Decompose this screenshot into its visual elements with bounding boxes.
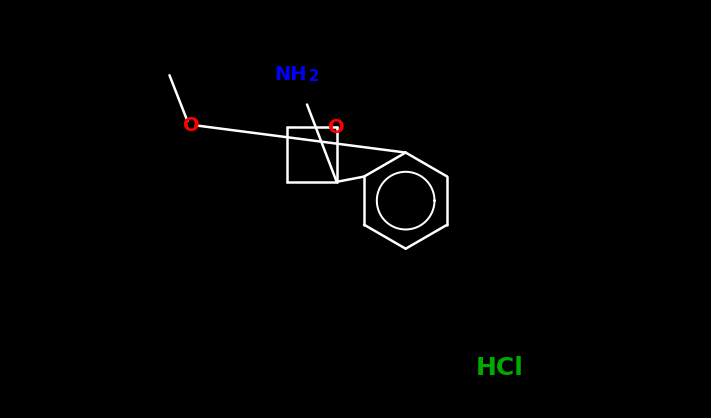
Text: 2: 2: [309, 69, 319, 84]
Text: NH: NH: [274, 65, 307, 84]
Text: HCl: HCl: [476, 356, 523, 380]
Text: O: O: [328, 118, 345, 137]
Text: O: O: [183, 116, 200, 135]
